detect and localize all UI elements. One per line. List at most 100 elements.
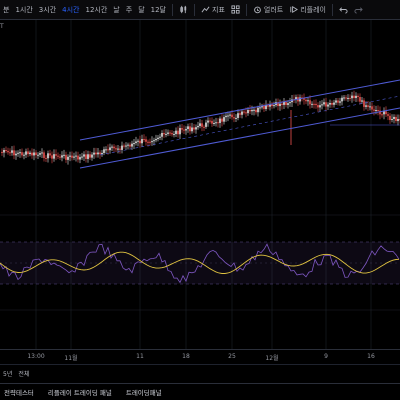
candle-body [21,152,23,156]
candle-body [145,139,147,142]
candle-body [219,118,221,123]
candle-body [225,115,227,118]
time-tick: 9 [324,353,328,360]
candle-body [237,113,239,118]
candle-body [113,146,115,149]
channel-lower-line [79,107,400,169]
candle-body [239,113,241,115]
candle-body [381,114,383,116]
tab-replay-trading-panel[interactable]: 리플레이 트레이딩 패널 [47,389,112,397]
candle-body [299,97,301,102]
toolbar-divider [172,3,173,16]
time-tick: 13:00 [27,353,45,360]
candle-body [209,120,211,122]
candle-body [395,116,397,122]
tab-strategy-tester[interactable]: 전략테스터 [4,389,34,397]
candle-body [9,152,11,154]
timeframe-12month[interactable]: 12달 [150,5,166,14]
replay-button[interactable]: 리플레이 [286,0,329,19]
candle-body [229,114,231,116]
candle-body [129,144,131,147]
candle-body [235,117,237,119]
timeframe-week[interactable]: 주 [125,5,133,14]
candle-body [111,146,113,148]
candle-body [317,105,319,108]
candle-body [357,95,359,98]
candle-body [139,140,141,144]
candle-body [19,152,21,154]
candle-body [359,97,361,102]
candle-body [327,104,329,107]
candle-body [371,106,373,110]
candle-body [325,102,327,107]
candle-body [61,155,63,158]
time-axis[interactable]: 13:00 11월 11 18 25 12월 9 16 [0,349,400,363]
bottom-panel-tabs: 전략테스터 리플레이 트레이딩 패널 트레이딩패널 [0,383,400,400]
candle-body [279,103,281,107]
timeframe-day[interactable]: 날 [113,5,120,14]
candle-body [175,130,177,135]
timeframe-3h[interactable]: 3시간 [38,5,57,14]
candle-body [347,97,349,99]
candle-body [213,123,215,125]
time-tick: 11월 [64,355,78,362]
price-chart-canvas[interactable] [0,20,400,350]
timeframe-month[interactable]: 달 [138,5,145,14]
candle-body [261,105,263,108]
redo-button[interactable] [351,5,366,14]
candle-body [153,140,155,142]
candle-body [253,109,255,111]
candle-body [15,153,17,156]
chart-type-button[interactable] [176,5,191,14]
candle-body [59,156,61,158]
channel-upper-line [79,79,400,141]
candle-body [269,104,271,107]
chart-area[interactable]: T [0,20,400,360]
tab-trading-panel[interactable]: 트레이딩패널 [125,389,162,397]
layout-button[interactable] [228,5,243,14]
candle-body [351,95,353,99]
candle-body [223,117,225,122]
candle-body [243,111,245,113]
candle-body [89,154,91,158]
range-all[interactable]: 전체 [18,371,30,378]
candle-body [197,125,199,128]
candle-body [161,133,163,137]
candlestick-icon [180,5,187,14]
candle-body [105,149,107,151]
candle-body [215,122,217,124]
timeframe-12h[interactable]: 12시간 [85,5,108,14]
range-5y[interactable]: 5년 [3,371,13,378]
candle-body [285,101,287,105]
candle-body [263,105,265,110]
candle-body [265,105,267,110]
channel-mid-line [99,95,400,156]
candle-body [29,152,31,155]
candle-body [333,102,335,105]
replay-icon [290,6,299,13]
candle-body [241,111,243,115]
candle-body [79,157,81,160]
candle-body [205,122,207,127]
candle-body [49,153,51,156]
timeframe-minute[interactable]: 분 [3,5,10,14]
candle-body [159,136,161,138]
candle-body [181,128,183,130]
timeframe-4h[interactable]: 4시간 [62,5,80,14]
candle-body [323,102,325,105]
indicators-button[interactable]: 지표 [198,0,228,19]
candle-body [199,123,201,126]
time-tick: 18 [182,353,190,360]
candle-body [389,115,391,120]
candle-body [311,103,313,105]
timeframe-1h[interactable]: 1시간 [15,5,33,14]
candle-body [141,139,143,144]
undo-button[interactable] [336,5,351,14]
alert-button[interactable]: 얼러트 [250,0,286,19]
candle-body [341,97,343,102]
candle-body [283,101,285,105]
candle-body [131,143,133,147]
candle-body [255,109,257,113]
candle-body [207,120,209,123]
candle-body [391,118,393,120]
